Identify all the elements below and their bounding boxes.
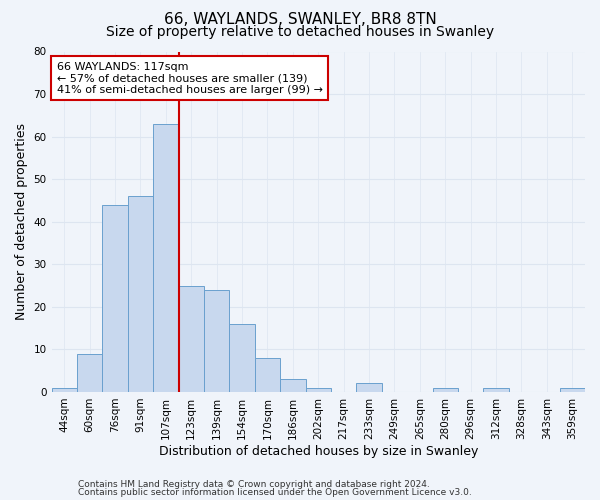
Bar [204, 290, 229, 392]
Bar [103, 204, 128, 392]
Bar [179, 286, 204, 392]
Bar [280, 379, 305, 392]
Text: Contains public sector information licensed under the Open Government Licence v3: Contains public sector information licen… [78, 488, 472, 497]
Bar [153, 124, 179, 392]
Text: 66, WAYLANDS, SWANLEY, BR8 8TN: 66, WAYLANDS, SWANLEY, BR8 8TN [164, 12, 436, 28]
Bar [305, 388, 331, 392]
Bar [484, 388, 509, 392]
Text: Size of property relative to detached houses in Swanley: Size of property relative to detached ho… [106, 25, 494, 39]
Y-axis label: Number of detached properties: Number of detached properties [15, 123, 28, 320]
Bar [433, 388, 458, 392]
X-axis label: Distribution of detached houses by size in Swanley: Distribution of detached houses by size … [158, 444, 478, 458]
Bar [77, 354, 103, 392]
Text: 66 WAYLANDS: 117sqm
← 57% of detached houses are smaller (139)
41% of semi-detac: 66 WAYLANDS: 117sqm ← 57% of detached ho… [57, 62, 323, 95]
Bar [255, 358, 280, 392]
Bar [128, 196, 153, 392]
Text: Contains HM Land Registry data © Crown copyright and database right 2024.: Contains HM Land Registry data © Crown c… [78, 480, 430, 489]
Bar [52, 388, 77, 392]
Bar [229, 324, 255, 392]
Bar [356, 384, 382, 392]
Bar [560, 388, 585, 392]
